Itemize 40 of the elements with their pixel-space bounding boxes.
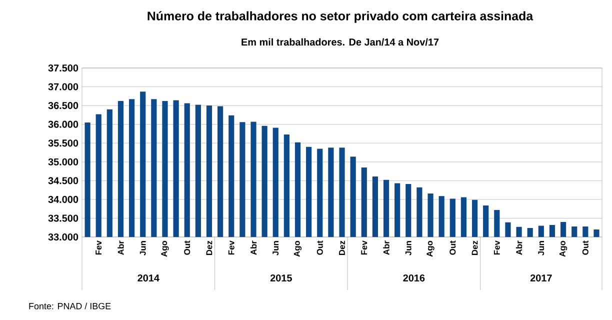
y-tick-label: 33.000 <box>48 233 78 241</box>
text: 2016 <box>403 274 425 282</box>
text: 2015 <box>270 274 292 282</box>
y-tick-label: 36.000 <box>48 120 78 128</box>
x-tick-label: Ago <box>161 240 169 257</box>
y-tick-label: 35.500 <box>48 140 78 147</box>
x-tick-label: Dez <box>339 240 345 256</box>
x-tick-label: Fev <box>96 240 102 255</box>
y-tick-label: 36.500 <box>48 102 78 110</box>
y-tick-label: 37.000 <box>48 83 78 90</box>
x-tick-label: Abr <box>383 240 390 255</box>
x-tick-label: Out <box>184 240 190 255</box>
text: 2014 <box>138 274 160 282</box>
x-tick-label: Jun <box>140 241 146 256</box>
x-tick-label: Fev <box>228 240 234 255</box>
x-tick-label: Ago <box>559 240 568 257</box>
source-note: Fonte: PNAD / IBGE <box>29 302 111 310</box>
x-tick-label: Out <box>582 240 588 255</box>
chart-title: Número de trabalhadores no setor privado com carteira assinada <box>148 11 534 23</box>
x-tick-label: Abr <box>250 240 257 255</box>
text: 2017 <box>530 274 552 282</box>
x-tick-label: Fev <box>494 240 500 255</box>
y-tick-label: 34.000 <box>48 196 78 203</box>
x-tick-label: Ago <box>426 240 434 257</box>
x-tick-label: Fev <box>361 240 368 255</box>
x-tick-label: Jun <box>538 241 544 256</box>
chart-subtitle: Em mil trabalhadores. De Jan/14 a Nov/17 <box>242 38 439 46</box>
x-tick-label: Out <box>450 240 456 255</box>
y-tick-label: 37.500 <box>48 64 78 72</box>
x-tick-label: Abr <box>118 240 124 255</box>
y-tick-label: 35.000 <box>48 158 78 166</box>
y-tick-label: 34.500 <box>48 177 78 184</box>
x-tick-label: Dez <box>472 240 478 256</box>
x-tick-label: Jun <box>405 241 412 256</box>
x-tick-label: Dez <box>206 240 212 256</box>
x-tick-label: Abr <box>516 240 522 255</box>
x-tick-label: Out <box>316 240 323 255</box>
y-tick-label: 33.500 <box>48 214 78 222</box>
x-tick-label: Ago <box>294 240 302 257</box>
x-tick-label: Jun <box>272 241 279 256</box>
